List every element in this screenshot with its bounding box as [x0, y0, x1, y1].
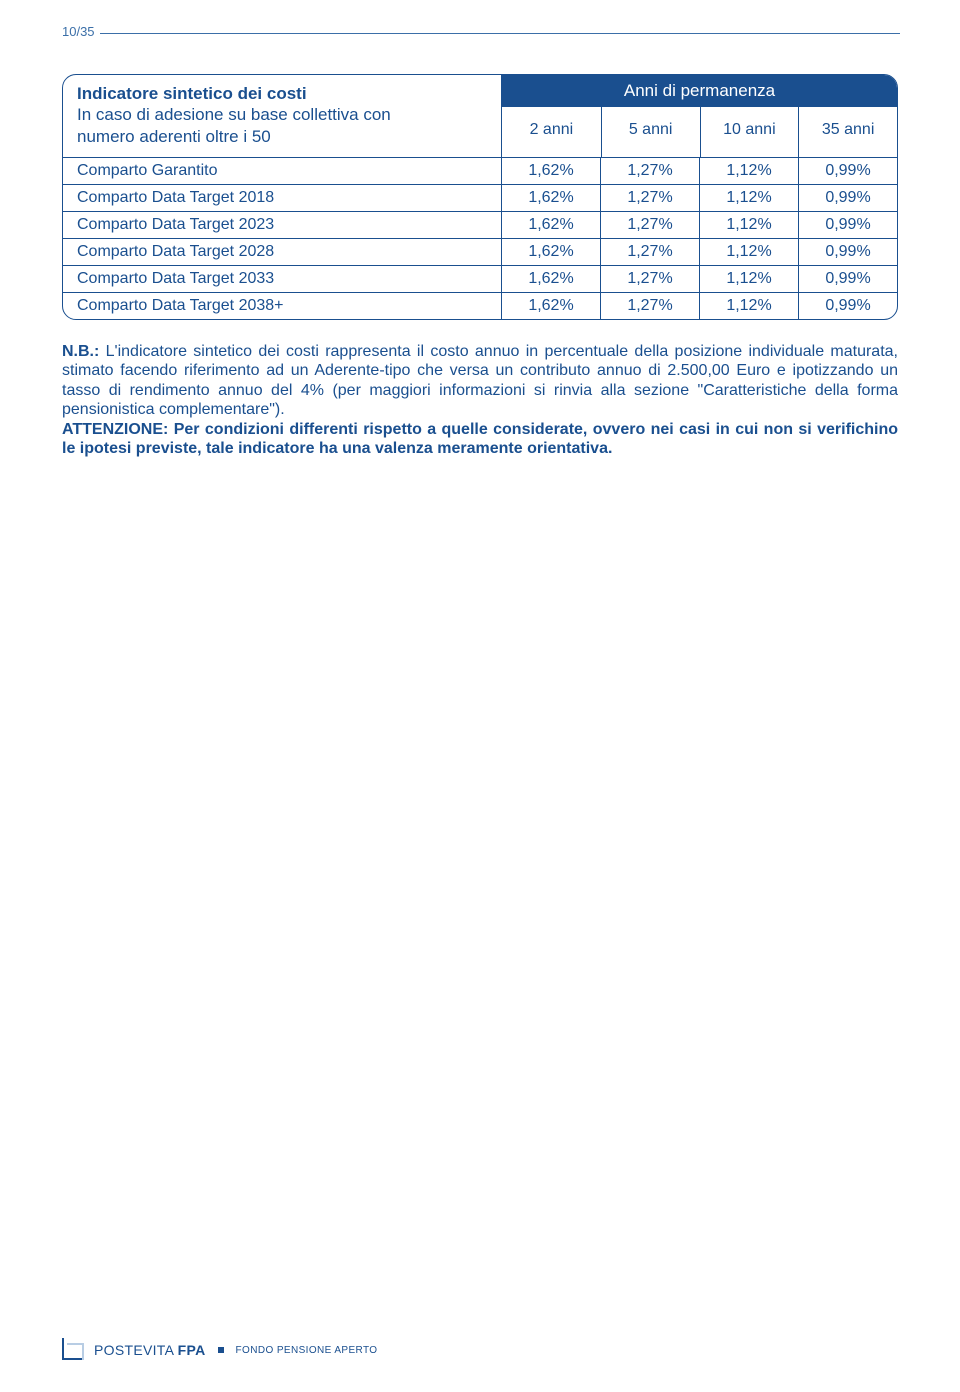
cell: 0,99% [798, 239, 897, 265]
cell: 0,99% [798, 185, 897, 211]
row-cells: 1,62% 1,27% 1,12% 0,99% [501, 212, 897, 238]
cell: 1,12% [699, 266, 798, 292]
brand-thin: POSTEVITA [94, 1342, 178, 1358]
row-label: Comparto Data Target 2038+ [63, 293, 501, 319]
footer-tagline: FONDO PENSIONE APERTO [236, 1345, 378, 1356]
cell: 0,99% [798, 158, 897, 184]
cost-indicator-table: Indicatore sintetico dei costi In caso d… [62, 74, 898, 320]
note-prefix: N.B.: [62, 343, 99, 360]
footer-separator-icon [218, 1347, 224, 1353]
table-header-left: Indicatore sintetico dei costi In caso d… [63, 75, 501, 157]
cell: 1,27% [600, 185, 699, 211]
table-subtitle-line2: numero aderenti oltre i 50 [77, 126, 487, 147]
table-header-row: Indicatore sintetico dei costi In caso d… [63, 75, 897, 157]
table-row: Comparto Data Target 2033 1,62% 1,27% 1,… [63, 265, 897, 292]
cell: 1,12% [699, 239, 798, 265]
cell: 0,99% [798, 293, 897, 319]
row-label: Comparto Data Target 2023 [63, 212, 501, 238]
cell: 1,27% [600, 158, 699, 184]
cell: 1,62% [501, 239, 600, 265]
table-header-right: Anni di permanenza 2 anni 5 anni 10 anni… [501, 75, 897, 157]
page-number: 10/35 [62, 24, 95, 39]
cell: 1,62% [501, 185, 600, 211]
row-cells: 1,62% 1,27% 1,12% 0,99% [501, 266, 897, 292]
note-para1: L'indicatore sintetico dei costi rappres… [62, 343, 898, 419]
column-header: 5 anni [601, 107, 700, 157]
brand-bold: FPA [178, 1342, 206, 1358]
table-subtitle-line1: In caso di adesione su base collettiva c… [77, 104, 487, 125]
cell: 1,62% [501, 158, 600, 184]
cell: 1,12% [699, 212, 798, 238]
cell: 1,12% [699, 293, 798, 319]
row-cells: 1,62% 1,27% 1,12% 0,99% [501, 158, 897, 184]
column-headers: 2 anni 5 anni 10 anni 35 anni [502, 107, 897, 157]
cell: 1,12% [699, 158, 798, 184]
column-header: 2 anni [502, 107, 601, 157]
row-cells: 1,62% 1,27% 1,12% 0,99% [501, 293, 897, 319]
header-rule [100, 33, 900, 34]
table-row: Comparto Garantito 1,62% 1,27% 1,12% 0,9… [63, 157, 897, 184]
note-attention: ATTENZIONE: Per condizioni differenti ri… [62, 421, 898, 458]
logo-icon [62, 1338, 86, 1362]
cell: 0,99% [798, 266, 897, 292]
cell: 1,27% [600, 266, 699, 292]
row-label: Comparto Data Target 2028 [63, 239, 501, 265]
table-row: Comparto Data Target 2028 1,62% 1,27% 1,… [63, 238, 897, 265]
cell: 1,27% [600, 239, 699, 265]
row-cells: 1,62% 1,27% 1,12% 0,99% [501, 239, 897, 265]
row-cells: 1,62% 1,27% 1,12% 0,99% [501, 185, 897, 211]
table-title: Indicatore sintetico dei costi [77, 83, 487, 104]
content-area: Indicatore sintetico dei costi In caso d… [62, 74, 898, 459]
cell: 0,99% [798, 212, 897, 238]
row-label: Comparto Garantito [63, 158, 501, 184]
row-label: Comparto Data Target 2018 [63, 185, 501, 211]
note-block: N.B.: L'indicatore sintetico dei costi r… [62, 342, 898, 459]
table-row: Comparto Data Target 2038+ 1,62% 1,27% 1… [63, 292, 897, 319]
footer-brand: POSTEVITA FPA [94, 1342, 206, 1358]
column-group-title: Anni di permanenza [502, 75, 897, 107]
table-row: Comparto Data Target 2018 1,62% 1,27% 1,… [63, 184, 897, 211]
cell: 1,27% [600, 293, 699, 319]
column-header: 35 anni [798, 107, 897, 157]
cell: 1,62% [501, 212, 600, 238]
row-label: Comparto Data Target 2033 [63, 266, 501, 292]
table-row: Comparto Data Target 2023 1,62% 1,27% 1,… [63, 211, 897, 238]
column-header: 10 anni [700, 107, 799, 157]
footer: POSTEVITA FPA FONDO PENSIONE APERTO [62, 1338, 377, 1362]
cell: 1,27% [600, 212, 699, 238]
cell: 1,12% [699, 185, 798, 211]
cell: 1,62% [501, 266, 600, 292]
cell: 1,62% [501, 293, 600, 319]
